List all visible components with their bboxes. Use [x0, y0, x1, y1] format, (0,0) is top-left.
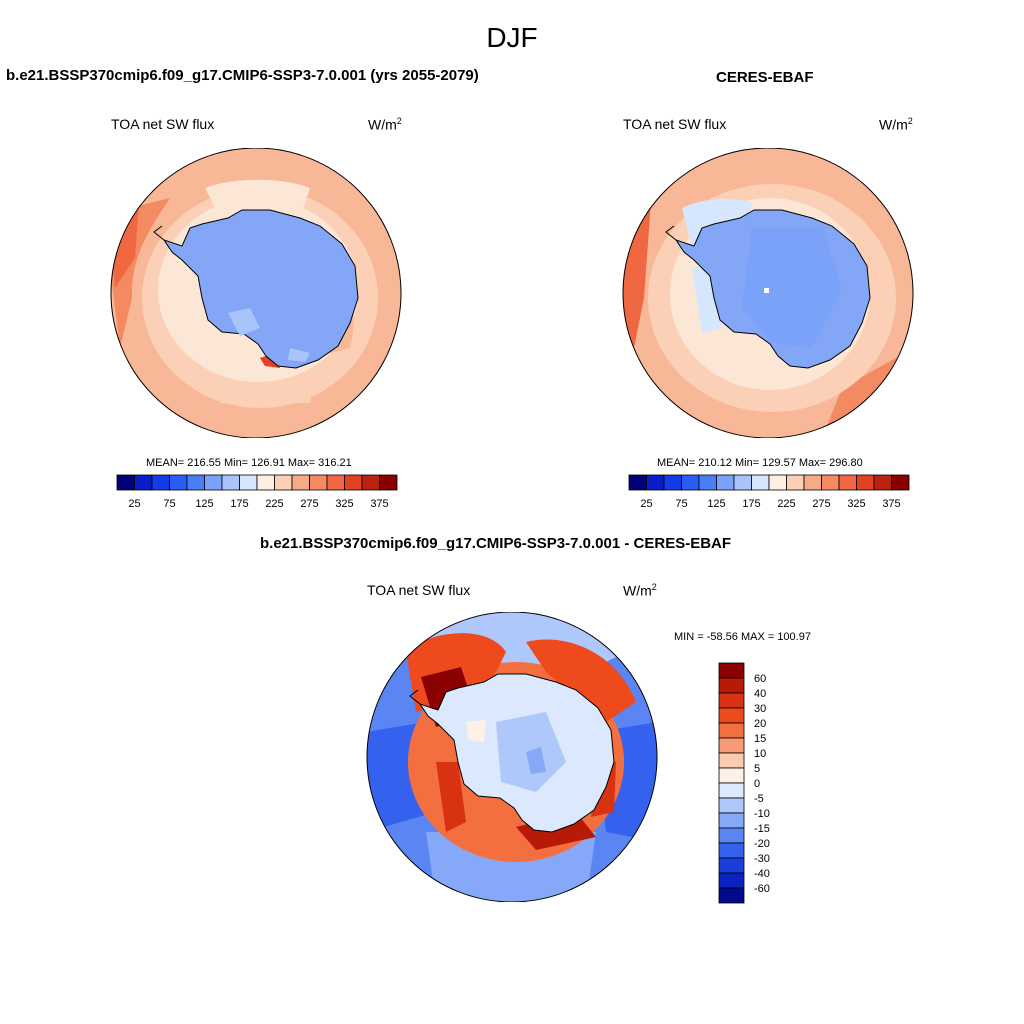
panel3-colorbar-box [718, 887, 745, 904]
panel3-colorbar-box [718, 782, 745, 799]
panel3-variable-label: TOA net SW flux [367, 582, 471, 598]
panel3-stats: MIN = -58.56 MAX = 100.97 [674, 631, 811, 643]
panel2-colorbar-box [628, 474, 647, 491]
panel3-colorbar-tick-label: 0 [754, 778, 760, 790]
panel1-colorbar-tick-label: 75 [163, 498, 175, 510]
panel2-colorbar-tick-label: 25 [640, 498, 652, 510]
panel1-colorbar-tick-label: 325 [335, 498, 353, 510]
panel1-colorbar-tick-label: 175 [230, 498, 248, 510]
panel3-colorbar-box [718, 797, 745, 814]
panel2-colorbar-box [891, 474, 910, 491]
panel3-colorbar-tick-label: -30 [754, 853, 770, 865]
panel1-colorbar-box [274, 474, 293, 491]
panel1-colorbar-tick-label: 125 [195, 498, 213, 510]
panel1-colorbar-box [116, 474, 135, 491]
panel3-colorbar-tick-label: 60 [754, 673, 766, 685]
panel1-colorbar-box [326, 474, 345, 491]
panel3-colorbar-box [718, 857, 745, 874]
panel3-colorbar-box [718, 662, 745, 679]
panel3-colorbar-box [718, 842, 745, 859]
panel3-colorbar-box [718, 707, 745, 724]
panel1-colorbar-box [309, 474, 328, 491]
panel2-colorbar-box [838, 474, 857, 491]
panel1-colorbar-box [151, 474, 170, 491]
panel3-colorbar-box [718, 872, 745, 889]
panel2-colorbar-box [681, 474, 700, 491]
panel1-colorbar-box [204, 474, 223, 491]
panel2-colorbar: 25 75 125 175 225 275 325 375 [628, 474, 910, 510]
panel2-colorbar-tick-label: 275 [812, 498, 830, 510]
panel2-stats: MEAN= 210.12 Min= 129.57 Max= 296.80 [657, 457, 863, 469]
panel3-colorbar-box [718, 677, 745, 694]
panel3-colorbar-box [718, 722, 745, 739]
panel2-colorbar-box [751, 474, 770, 491]
panel2-colorbar-tick-label: 75 [675, 498, 687, 510]
panel2-colorbar-box [663, 474, 682, 491]
panel1-stats: MEAN= 216.55 Min= 126.91 Max= 316.21 [146, 457, 352, 469]
panel1-colorbar-tick-label: 25 [128, 498, 140, 510]
panel1-variable-label: TOA net SW flux [111, 116, 215, 132]
panel3-colorbar-tick-label: 5 [754, 763, 760, 775]
panel2-colorbar-box [856, 474, 875, 491]
panel2-colorbar-box [786, 474, 805, 491]
panel3-colorbar-box [718, 692, 745, 709]
panel2-polar-map [622, 148, 914, 438]
panel2-colorbar-box [768, 474, 787, 491]
panel3-colorbar: 60 40 30 20 15 10 5 0 -5 -10 -15 -20 -30 -40 -60 [718, 662, 770, 904]
panel3-colorbar-tick-label: 10 [754, 748, 766, 760]
panel3-colorbar-box [718, 767, 745, 784]
panel1-antarctica [162, 209, 359, 369]
panel1-colorbar-tick-label: 375 [370, 498, 388, 510]
panel3-colorbar-box [718, 752, 745, 769]
panel2-title: CERES-EBAF [716, 69, 814, 86]
panel1-colorbar-box [239, 474, 258, 491]
panel3-colorbar-tick-label: -60 [754, 883, 770, 895]
panel2-colorbar-box [716, 474, 735, 491]
panel2-colorbar-tick-label: 375 [882, 498, 900, 510]
panel1-colorbar-box [379, 474, 398, 491]
panel3-colorbar-tick-label: 20 [754, 718, 766, 730]
panel3-colorbar-tick-label: -40 [754, 868, 770, 880]
panel2-variable-label: TOA net SW flux [623, 116, 727, 132]
panel1-colorbar-box [221, 474, 240, 491]
figure-title: DJF [486, 22, 538, 53]
panel3-colorbar-tick-label: -15 [754, 823, 770, 835]
panel3-colorbar-box [718, 827, 745, 844]
panel1-colorbar-box [186, 474, 205, 491]
panel3-colorbar-tick-label: 15 [754, 733, 766, 745]
panel3-polar-map [366, 612, 658, 902]
panel1-colorbar-box [134, 474, 153, 491]
panel2-colorbar-box [803, 474, 822, 491]
panel1-colorbar-tick-label: 225 [265, 498, 283, 510]
panel1-colorbar-box [291, 474, 310, 491]
panel1-unit-label: W/m2 [368, 116, 402, 133]
panel1-colorbar: 25 75 125 175 225 275 325 375 [116, 474, 398, 510]
panel3-colorbar-tick-label: 30 [754, 703, 766, 715]
panel3-colorbar-box [718, 812, 745, 829]
panel1-colorbar-box [344, 474, 363, 491]
panel2-colorbar-box [821, 474, 840, 491]
panel3-unit-label: W/m2 [623, 582, 657, 599]
panel3-colorbar-box [718, 737, 745, 754]
panel3-colorbar-tick-label: -20 [754, 838, 770, 850]
panel2-colorbar-tick-label: 225 [777, 498, 795, 510]
panel3-colorbar-tick-label: -10 [754, 808, 770, 820]
panel1-colorbar-box [256, 474, 275, 491]
panel3-colorbar-tick-label: -5 [754, 793, 764, 805]
panel1-polar-map [110, 148, 402, 438]
panel2-colorbar-box [646, 474, 665, 491]
panel3-title: b.e21.BSSP370cmip6.f09_g17.CMIP6-SSP3-7.… [260, 535, 732, 552]
panel2-colorbar-tick-label: 125 [707, 498, 725, 510]
panel1-colorbar-box [361, 474, 380, 491]
panel2-colorbar-tick-label: 175 [742, 498, 760, 510]
panel3-colorbar-tick-label: 40 [754, 688, 766, 700]
panel1-colorbar-tick-label: 275 [300, 498, 318, 510]
panel2-colorbar-tick-label: 325 [847, 498, 865, 510]
panel2-colorbar-box [733, 474, 752, 491]
panel2-unit-label: W/m2 [879, 116, 913, 133]
panel2-colorbar-box [873, 474, 892, 491]
panel2-colorbar-box [698, 474, 717, 491]
panel1-colorbar-box [169, 474, 188, 491]
panel1-title: b.e21.BSSP370cmip6.f09_g17.CMIP6-SSP3-7.… [6, 67, 479, 84]
